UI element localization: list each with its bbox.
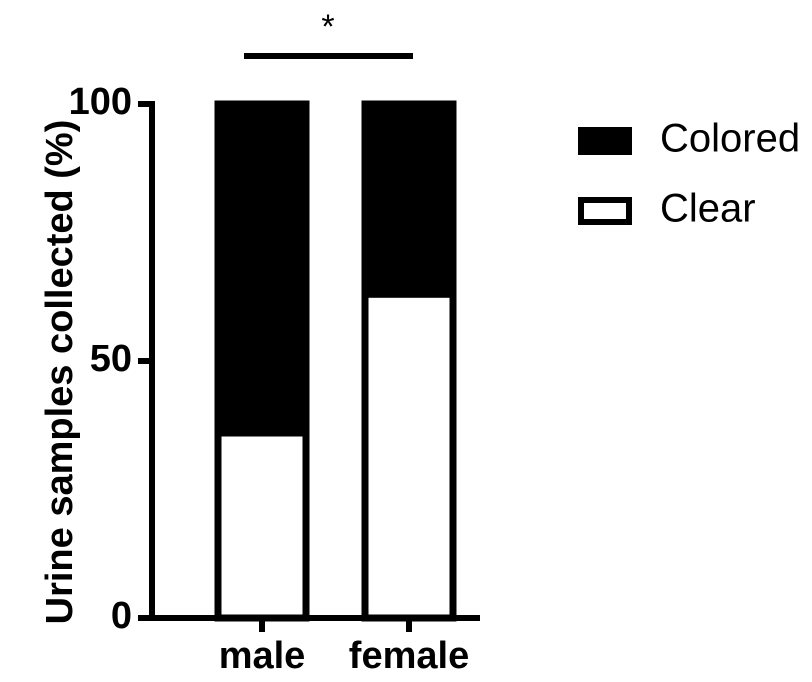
legend: Colored Clear [578,117,800,231]
y-tick-label-50: 50 [90,338,132,380]
bar-female-colored [361,100,457,298]
y-axis-label: Urine samples collected (%) [39,120,81,625]
bar-female-clear [361,290,457,622]
plot-area: 0 50 100 male female [69,53,480,677]
y-tick-label-100: 100 [69,81,132,123]
legend-swatch-clear [578,197,632,225]
x-tick-label-female: female [349,635,469,677]
bar-male-clear [214,429,310,622]
bar-male-colored [214,100,310,437]
legend-swatch-colored [578,127,632,155]
y-tick-label-0: 0 [111,595,132,637]
x-tick-label-male: male [219,635,306,677]
legend-label-colored: Colored [660,117,800,161]
significance-asterisk: * [321,8,334,46]
legend-label-clear: Clear [660,187,756,231]
